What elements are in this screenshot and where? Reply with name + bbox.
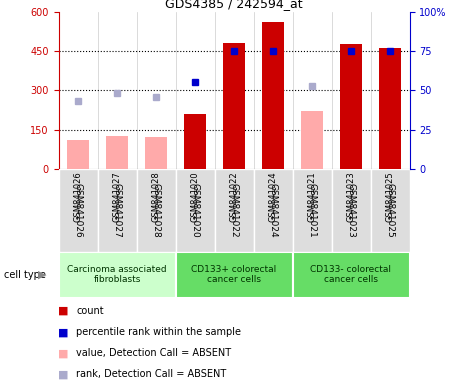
Text: ▶: ▶	[38, 270, 47, 280]
Text: GSM841022: GSM841022	[230, 171, 238, 222]
Bar	[340, 44, 362, 169]
Bar	[253, 169, 292, 252]
Text: GSM841023: GSM841023	[346, 171, 356, 222]
Text: GSM841026: GSM841026	[73, 183, 82, 238]
Text: GSM841023: GSM841023	[346, 183, 356, 238]
Bar	[332, 169, 370, 252]
Bar	[262, 22, 284, 169]
Text: percentile rank within the sample: percentile rank within the sample	[76, 327, 242, 337]
Bar	[58, 169, 98, 252]
Text: GSM841020: GSM841020	[190, 183, 199, 238]
Text: CD133- colorectal
cancer cells: CD133- colorectal cancer cells	[310, 265, 392, 284]
Bar	[106, 136, 128, 169]
Title: GDS4385 / 242594_at: GDS4385 / 242594_at	[165, 0, 303, 10]
Text: GSM841025: GSM841025	[386, 171, 395, 222]
Text: GSM841028: GSM841028	[152, 171, 161, 222]
Text: GSM841024: GSM841024	[269, 183, 278, 238]
Text: ■: ■	[58, 348, 68, 358]
Bar	[184, 114, 206, 169]
Text: Carcinoma associated
fibroblasts: Carcinoma associated fibroblasts	[67, 265, 167, 284]
Text: CD133+ colorectal
cancer cells: CD133+ colorectal cancer cells	[191, 265, 277, 284]
Text: ■: ■	[58, 327, 68, 337]
Text: GSM841026: GSM841026	[73, 171, 82, 222]
Text: GSM841027: GSM841027	[112, 171, 122, 222]
Bar	[215, 169, 253, 252]
Text: GSM841021: GSM841021	[307, 183, 316, 238]
Text: GSM841021: GSM841021	[307, 171, 316, 222]
Bar	[58, 252, 176, 298]
Text: GSM841027: GSM841027	[112, 183, 122, 238]
Text: rank, Detection Call = ABSENT: rank, Detection Call = ABSENT	[76, 369, 227, 379]
Text: GSM841022: GSM841022	[230, 183, 238, 238]
Text: GSM841020: GSM841020	[190, 171, 199, 222]
Text: GSM841025: GSM841025	[386, 183, 395, 238]
Bar	[302, 111, 323, 169]
Bar	[98, 169, 136, 252]
Text: ■: ■	[58, 369, 68, 379]
Text: GSM841028: GSM841028	[152, 183, 161, 238]
Bar	[292, 169, 332, 252]
Bar	[223, 43, 245, 169]
Text: value, Detection Call = ABSENT: value, Detection Call = ABSENT	[76, 348, 232, 358]
Bar	[370, 169, 410, 252]
Bar	[379, 48, 401, 169]
Bar	[68, 140, 89, 169]
Text: cell type: cell type	[4, 270, 46, 280]
Text: ■: ■	[58, 306, 68, 316]
Bar	[176, 252, 292, 298]
Bar	[136, 169, 176, 252]
Bar	[145, 137, 166, 169]
Bar	[292, 252, 410, 298]
Text: count: count	[76, 306, 104, 316]
Text: GSM841024: GSM841024	[269, 171, 278, 222]
Bar	[176, 169, 215, 252]
